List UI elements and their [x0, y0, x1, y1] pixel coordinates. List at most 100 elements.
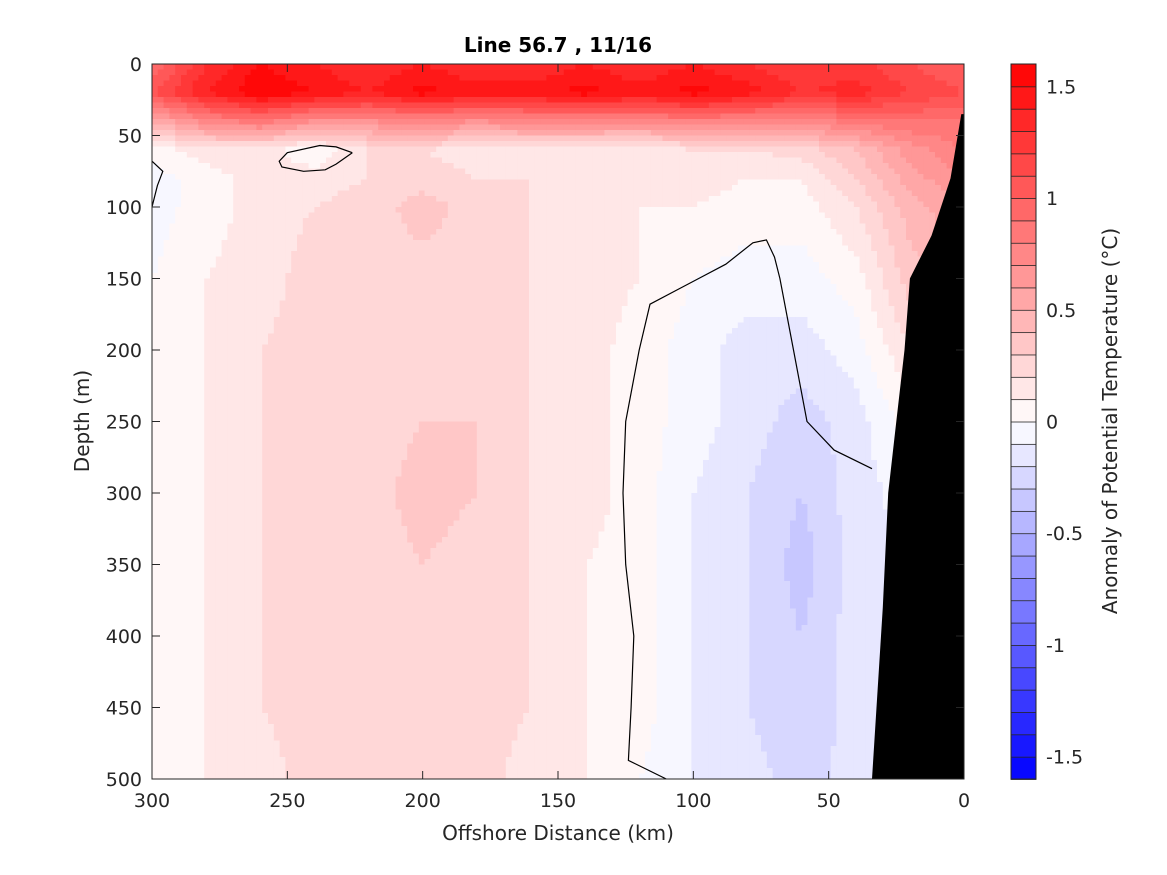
field-cell: [813, 245, 820, 252]
field-cell: [297, 223, 304, 230]
field-cell: [552, 223, 559, 230]
field-cell: [343, 163, 350, 170]
field-cell: [674, 124, 681, 131]
field-cell: [540, 75, 547, 82]
field-cell: [761, 119, 768, 126]
field-cell: [523, 207, 530, 214]
field-cell: [227, 234, 234, 241]
field-cell: [598, 201, 605, 208]
field-cell: [279, 207, 286, 214]
field-cell: [923, 196, 930, 203]
field-cell: [256, 245, 263, 252]
field-cell: [645, 229, 652, 236]
field-cell: [181, 130, 188, 137]
field-cell: [604, 201, 611, 208]
field-cell: [610, 179, 617, 186]
field-cell: [587, 108, 594, 115]
field-cell: [865, 113, 872, 120]
field-cell: [157, 196, 165, 203]
field-cell: [215, 207, 223, 214]
field-cell: [911, 163, 919, 170]
field-cell: [529, 152, 536, 159]
field-cell: [795, 163, 803, 170]
field-cell: [285, 152, 292, 159]
field-cell: [795, 234, 803, 241]
field-cell: [331, 185, 339, 192]
field-cell: [418, 69, 426, 76]
field-cell: [627, 69, 634, 76]
field-cell: [732, 251, 739, 258]
field-cell: [627, 212, 634, 219]
field-cell: [407, 251, 414, 258]
field-cell: [337, 229, 344, 236]
field-cell: [233, 124, 240, 131]
field-cell: [581, 102, 588, 109]
field-cell: [813, 207, 820, 214]
field-cell: [900, 141, 907, 148]
field-cell: [674, 163, 681, 170]
field-cell: [366, 207, 373, 214]
field-cell: [186, 64, 194, 71]
field-cell: [836, 229, 843, 236]
field-cell: [500, 201, 507, 208]
field-cell: [778, 64, 785, 71]
field-cell: [720, 146, 727, 153]
field-cell: [575, 80, 582, 87]
field-cell: [320, 179, 327, 186]
field-cell: [523, 102, 530, 109]
field-cell: [674, 69, 681, 76]
field-cell: [795, 108, 803, 115]
field-cell: [494, 185, 501, 192]
field-cell: [778, 102, 785, 109]
field-cell: [732, 91, 739, 98]
field-cell: [465, 152, 472, 159]
field-cell: [488, 86, 495, 93]
field-cell: [244, 240, 252, 247]
field-cell: [668, 124, 675, 131]
field-cell: [215, 130, 223, 137]
field-cell: [505, 108, 513, 115]
field-cell: [650, 69, 658, 76]
field-cell: [360, 146, 368, 153]
field-cell: [215, 190, 223, 197]
field-cell: [447, 91, 455, 98]
field-cell: [732, 196, 739, 203]
field-cell: [505, 86, 513, 93]
field-cell: [152, 97, 159, 104]
field-cell: [865, 135, 872, 142]
field-cell: [430, 108, 437, 115]
field-cell: [842, 75, 849, 82]
field-cell: [355, 75, 362, 82]
field-cell: [766, 218, 774, 225]
field-cell: [517, 113, 524, 120]
field-cell: [169, 251, 176, 258]
field-cell: [958, 97, 964, 104]
field-cell: [418, 234, 426, 241]
field-cell: [737, 146, 745, 153]
field-cell: [372, 256, 379, 263]
field-cell: [482, 152, 489, 159]
field-cell: [940, 113, 948, 120]
field-cell: [181, 157, 188, 164]
field-cell: [482, 102, 489, 109]
field-cell: [430, 185, 437, 192]
field-cell: [337, 245, 344, 252]
field-cell: [813, 179, 820, 186]
field-cell: [882, 223, 890, 230]
field-cell: [656, 196, 663, 203]
field-cell: [604, 102, 611, 109]
field-cell: [546, 124, 553, 131]
field-cell: [581, 251, 588, 258]
field-cell: [958, 75, 964, 82]
field-cell: [268, 190, 275, 197]
field-cell: [882, 234, 890, 241]
field-cell: [853, 135, 861, 142]
field-cell: [453, 130, 460, 137]
field-cell: [569, 229, 576, 236]
field-cell: [360, 163, 368, 170]
field-cell: [244, 207, 252, 214]
field-cell: [355, 218, 362, 225]
field-cell: [546, 218, 553, 225]
field-cell: [726, 135, 733, 142]
field-cell: [819, 174, 826, 181]
